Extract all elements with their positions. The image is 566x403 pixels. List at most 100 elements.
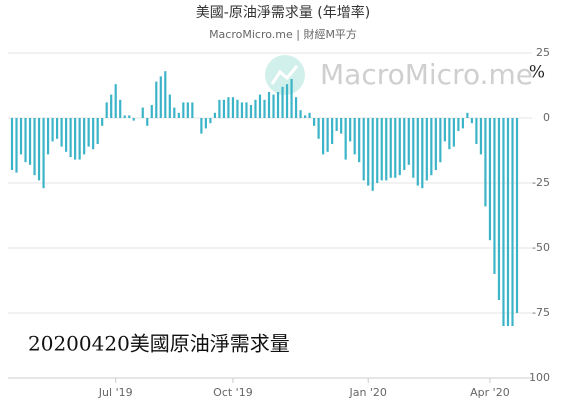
bar — [407, 118, 410, 165]
bar — [317, 118, 320, 139]
bar — [150, 105, 153, 118]
bar — [403, 118, 406, 170]
bar — [69, 118, 72, 157]
bar — [326, 118, 329, 152]
bar — [353, 118, 356, 155]
bar — [290, 79, 293, 118]
bar — [168, 94, 171, 118]
bar — [272, 94, 275, 118]
bar — [227, 97, 230, 118]
bar — [371, 118, 374, 191]
watermark-logo-line — [270, 65, 299, 85]
bar — [209, 118, 212, 124]
y-unit: % — [529, 63, 545, 83]
bar — [33, 118, 36, 176]
bar — [78, 118, 81, 160]
bar — [164, 71, 167, 118]
bar — [55, 118, 59, 139]
bar — [515, 118, 519, 313]
bar — [267, 92, 271, 118]
bar — [218, 99, 221, 118]
bar — [506, 118, 510, 326]
bar — [362, 118, 365, 181]
bar — [285, 84, 289, 118]
bar — [245, 102, 248, 118]
bar — [398, 118, 401, 176]
bar — [74, 118, 77, 160]
bar — [173, 107, 176, 118]
bar — [101, 118, 104, 126]
bar — [367, 118, 370, 186]
y-tick-label: -75 — [532, 306, 550, 319]
bar — [470, 118, 474, 124]
bar — [159, 76, 162, 118]
y-tick-label: -50 — [532, 241, 550, 254]
bar — [488, 118, 492, 241]
bar — [200, 118, 203, 134]
bar — [87, 118, 90, 147]
bar — [114, 84, 117, 118]
bar — [497, 118, 501, 300]
bar — [204, 118, 207, 129]
bar — [389, 118, 392, 178]
bar — [92, 118, 95, 150]
bar — [349, 118, 352, 142]
bar — [240, 102, 244, 118]
bar — [28, 118, 32, 165]
bar — [281, 86, 284, 118]
bar — [308, 112, 311, 118]
bar — [186, 102, 189, 118]
bar — [331, 118, 334, 144]
bar — [475, 118, 478, 144]
bar — [294, 97, 298, 118]
bar — [132, 118, 135, 121]
y-tick-label: -25 — [532, 176, 550, 189]
bar — [443, 118, 446, 142]
y-tick-label: -100 — [525, 371, 550, 384]
bar — [412, 118, 415, 178]
bar — [128, 115, 131, 118]
x-tick-label: Jul '19 — [98, 386, 133, 399]
bar — [249, 105, 253, 118]
bar — [502, 118, 505, 326]
bar — [96, 118, 99, 144]
bar — [421, 118, 424, 189]
watermark: MacroMicro.me — [320, 58, 533, 91]
bar — [24, 118, 27, 163]
bar — [493, 118, 496, 274]
plot-area: 25 0 -25 -50 -75 -100 Jul '19 Oct '19 Jan '20 Apr… — [8, 46, 550, 399]
bar — [177, 112, 180, 118]
bar — [83, 118, 86, 155]
bar — [254, 99, 257, 118]
bar — [322, 118, 325, 155]
bar — [466, 112, 469, 118]
bar — [344, 118, 347, 160]
bar — [303, 115, 307, 118]
bar — [312, 118, 316, 126]
bar — [380, 118, 383, 181]
annotation: 20200420美國原油淨需求量 — [28, 332, 290, 356]
bar — [484, 118, 487, 207]
bar — [155, 81, 158, 118]
bar — [110, 94, 113, 118]
bar — [213, 112, 217, 118]
bar — [119, 99, 122, 118]
bar — [10, 118, 14, 170]
bar — [461, 118, 464, 129]
bar — [416, 118, 419, 186]
x-tick-label: Apr '20 — [470, 386, 510, 399]
y-tick-label: 0 — [543, 111, 550, 124]
bar — [385, 118, 388, 181]
bar — [19, 118, 23, 155]
bar — [430, 118, 433, 176]
bar — [457, 118, 460, 131]
bar — [358, 118, 361, 163]
bar — [394, 118, 397, 178]
bar — [141, 107, 144, 118]
bar — [263, 99, 266, 118]
bar — [231, 97, 235, 118]
bar — [452, 118, 455, 147]
bar — [376, 118, 379, 183]
chart-title: 美國-原油淨需求量 (年增率) — [196, 4, 370, 21]
